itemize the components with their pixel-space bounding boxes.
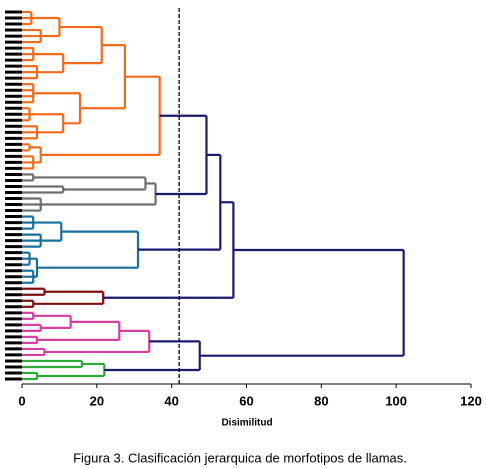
x-axis-label: Disimilitud [221,418,272,429]
caption: Figura 3. Clasificación jerarquica de mo… [73,450,407,465]
x-tick-label: 40 [164,393,178,408]
x-tick-label: 100 [385,393,407,408]
x-tick-label: 20 [90,393,104,408]
x-tick-label: 80 [314,393,328,408]
x-tick-label: 0 [18,393,25,408]
x-tick-label: 120 [460,393,482,408]
x-tick-label: 60 [239,393,253,408]
